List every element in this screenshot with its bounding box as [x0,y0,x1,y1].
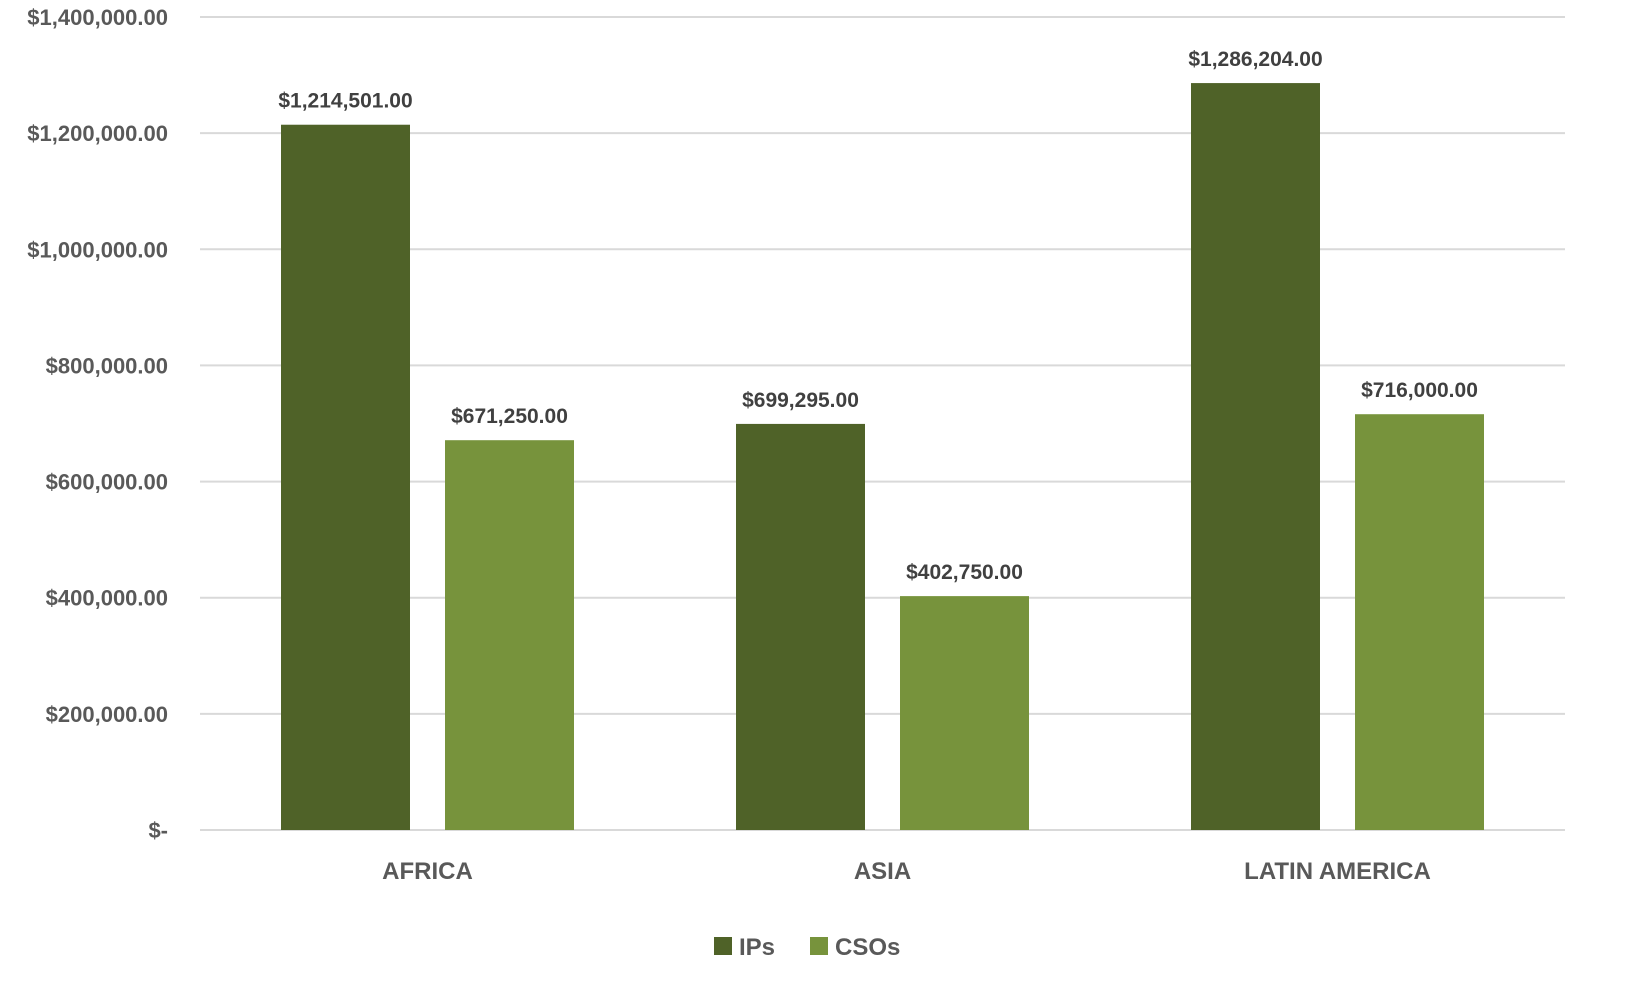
x-category-label: LATIN AMERICA [1244,858,1431,885]
data-label: $1,214,501.00 [278,90,412,113]
x-category-label: AFRICA [382,858,473,885]
bar-csos-africa [445,440,574,830]
legend: IPs CSOs [714,934,900,961]
y-tick-label: $400,000.00 [46,586,168,611]
legend-label-ips: IPs [739,934,775,961]
bar-csos-asia [900,596,1029,830]
y-tick-label: $600,000.00 [46,470,168,495]
legend-swatch-ips [714,937,732,955]
y-tick-label: $- [148,818,168,843]
y-tick-label: $800,000.00 [46,353,168,378]
legend-label-csos: CSOs [835,934,900,961]
data-labels: $1,214,501.00 $671,250.00 $699,295.00 $402,… [278,48,1478,584]
gridlines [200,16,1565,831]
bar-ips-asia [736,423,865,830]
data-label: $402,750.00 [906,561,1023,584]
y-tick-label: $1,000,000.00 [27,237,168,262]
data-label: $1,286,204.00 [1188,48,1322,71]
x-axis-category-labels: AFRICA ASIA LATIN AMERICA [382,858,1431,885]
data-label: $671,250.00 [451,405,568,428]
data-label: $716,000.00 [1361,379,1478,402]
y-tick-label: $200,000.00 [46,702,168,727]
legend-swatch-csos [810,937,828,955]
y-axis-tick-labels: $- $200,000.00 $400,000.00 $600,000.00 $800,… [27,5,168,843]
bars [281,83,1484,831]
bar-ips-africa [281,124,410,830]
x-category-label: ASIA [854,858,911,885]
y-tick-label: $1,400,000.00 [27,5,168,30]
bar-ips-latin-america [1191,83,1320,831]
bar-csos-latin-america [1355,414,1484,830]
data-label: $699,295.00 [742,389,859,412]
y-tick-label: $1,200,000.00 [27,121,168,146]
